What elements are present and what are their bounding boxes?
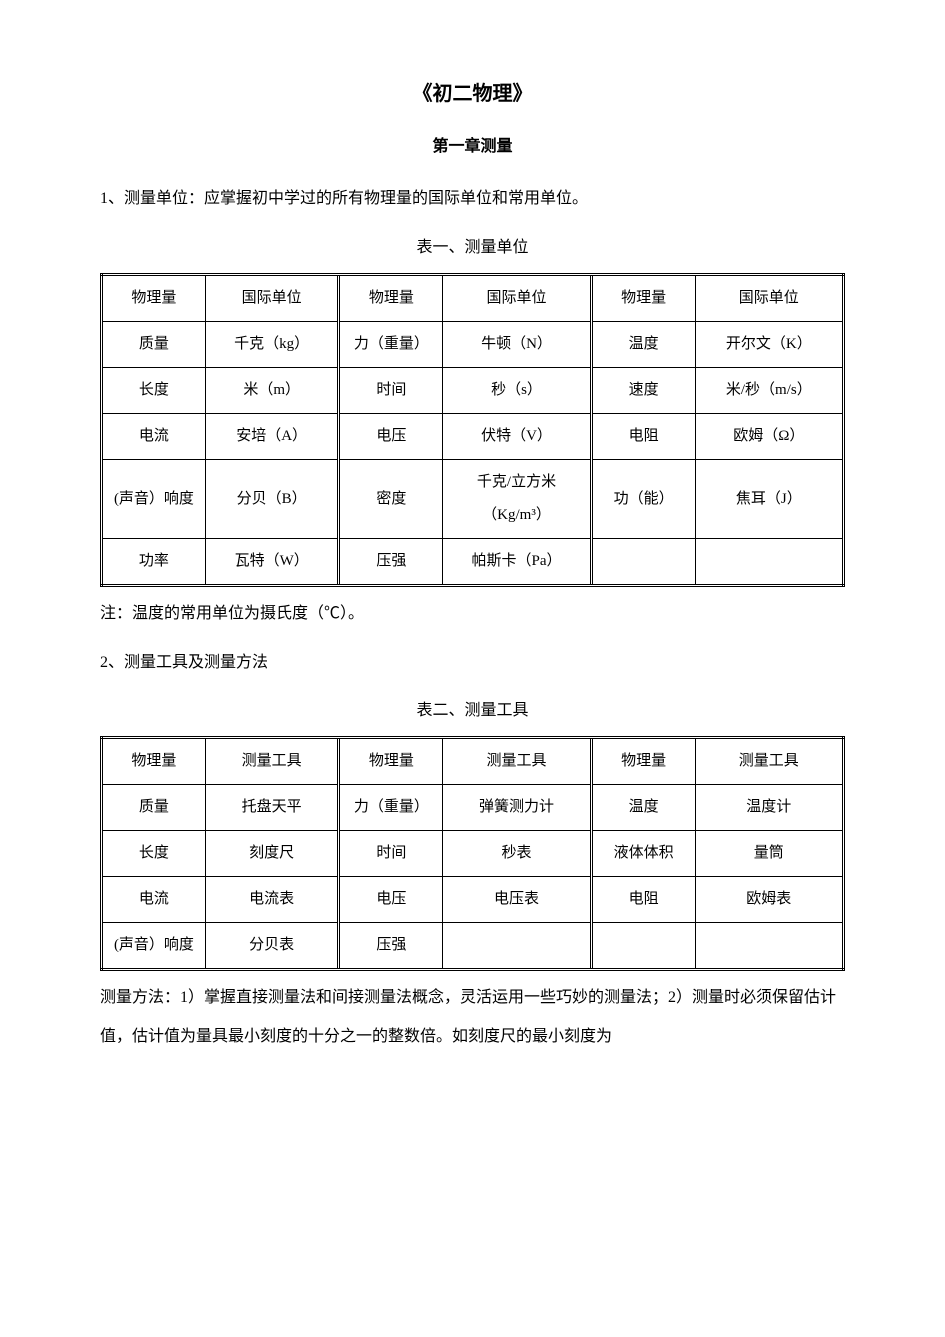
table1-caption: 表一、测量单位 [100, 229, 845, 267]
cell: 千克（kg） [205, 322, 339, 368]
cell: 伏特（V） [443, 414, 591, 460]
cell: 质量 [102, 785, 206, 831]
cell: 开尔文（K） [695, 322, 843, 368]
cell: 托盘天平 [205, 785, 339, 831]
th: 国际单位 [205, 275, 339, 322]
table-row: 长度 刻度尺 时间 秒表 液体体积 量筒 [102, 831, 844, 877]
th: 物理量 [102, 738, 206, 785]
note-temp-unit: 注：温度的常用单位为摄氏度（℃）。 [100, 595, 845, 633]
cell: 弹簧测力计 [443, 785, 591, 831]
cell: 密度 [339, 460, 443, 539]
cell: 刻度尺 [205, 831, 339, 877]
cell: 电流 [102, 877, 206, 923]
cell [695, 539, 843, 586]
cell: (声音）响度 [102, 923, 206, 970]
cell: 力（重量） [339, 322, 443, 368]
cell: 温度 [591, 322, 695, 368]
cell: 速度 [591, 368, 695, 414]
cell: 电压 [339, 877, 443, 923]
table-row: 长度 米（m） 时间 秒（s） 速度 米/秒（m/s） [102, 368, 844, 414]
section1-intro: 1、测量单位：应掌握初中学过的所有物理量的国际单位和常用单位。 [100, 180, 845, 218]
cell: 牛顿（N） [443, 322, 591, 368]
cell: 质量 [102, 322, 206, 368]
table-row: 质量 托盘天平 力（重量） 弹簧测力计 温度 温度计 [102, 785, 844, 831]
cell: 电压 [339, 414, 443, 460]
th: 国际单位 [443, 275, 591, 322]
doc-title: 《初二物理》 [100, 70, 845, 118]
cell [591, 539, 695, 586]
table-tools: 物理量 测量工具 物理量 测量工具 物理量 测量工具 质量 托盘天平 力（重量）… [100, 736, 845, 971]
page: 《初二物理》 第一章测量 1、测量单位：应掌握初中学过的所有物理量的国际单位和常… [0, 0, 945, 1337]
cell: 电阻 [591, 414, 695, 460]
th: 测量工具 [443, 738, 591, 785]
table-row: (声音）响度 分贝（B） 密度 千克/立方米（Kg/m³） 功（能） 焦耳（J） [102, 460, 844, 539]
th: 国际单位 [695, 275, 843, 322]
cell: 安培（A） [205, 414, 339, 460]
cell: 长度 [102, 368, 206, 414]
th: 物理量 [339, 738, 443, 785]
th: 物理量 [591, 275, 695, 322]
cell: (声音）响度 [102, 460, 206, 539]
th: 物理量 [339, 275, 443, 322]
cell: 力（重量） [339, 785, 443, 831]
table-row: 质量 千克（kg） 力（重量） 牛顿（N） 温度 开尔文（K） [102, 322, 844, 368]
cell: 分贝（B） [205, 460, 339, 539]
method-paragraph: 测量方法：1）掌握直接测量法和间接测量法概念，灵活运用一些巧妙的测量法；2）测量… [100, 979, 845, 1056]
cell: 米/秒（m/s） [695, 368, 843, 414]
cell: 帕斯卡（Pa） [443, 539, 591, 586]
cell: 长度 [102, 831, 206, 877]
cell: 功（能） [591, 460, 695, 539]
cell: 欧姆表 [695, 877, 843, 923]
table-row: 物理量 测量工具 物理量 测量工具 物理量 测量工具 [102, 738, 844, 785]
cell: 时间 [339, 368, 443, 414]
cell: 时间 [339, 831, 443, 877]
table-row: 电流 电流表 电压 电压表 电阻 欧姆表 [102, 877, 844, 923]
cell: 电阻 [591, 877, 695, 923]
cell [591, 923, 695, 970]
cell: 温度 [591, 785, 695, 831]
cell: 电流表 [205, 877, 339, 923]
cell: 电流 [102, 414, 206, 460]
table-row: (声音）响度 分贝表 压强 [102, 923, 844, 970]
cell: 量筒 [695, 831, 843, 877]
table-row: 功率 瓦特（W） 压强 帕斯卡（Pa） [102, 539, 844, 586]
cell: 瓦特（W） [205, 539, 339, 586]
table-row: 电流 安培（A） 电压 伏特（V） 电阻 欧姆（Ω） [102, 414, 844, 460]
table-units: 物理量 国际单位 物理量 国际单位 物理量 国际单位 质量 千克（kg） 力（重… [100, 273, 845, 587]
th: 物理量 [591, 738, 695, 785]
cell: 秒（s） [443, 368, 591, 414]
th: 测量工具 [205, 738, 339, 785]
chapter-title: 第一章测量 [100, 128, 845, 166]
cell: 米（m） [205, 368, 339, 414]
table-row: 物理量 国际单位 物理量 国际单位 物理量 国际单位 [102, 275, 844, 322]
cell: 电压表 [443, 877, 591, 923]
cell: 欧姆（Ω） [695, 414, 843, 460]
cell: 压强 [339, 539, 443, 586]
cell: 分贝表 [205, 923, 339, 970]
cell: 千克/立方米（Kg/m³） [443, 460, 591, 539]
section2-intro: 2、测量工具及测量方法 [100, 644, 845, 682]
cell: 秒表 [443, 831, 591, 877]
cell: 压强 [339, 923, 443, 970]
cell: 功率 [102, 539, 206, 586]
cell [443, 923, 591, 970]
th: 物理量 [102, 275, 206, 322]
cell: 温度计 [695, 785, 843, 831]
table2-caption: 表二、测量工具 [100, 692, 845, 730]
th: 测量工具 [695, 738, 843, 785]
cell: 液体体积 [591, 831, 695, 877]
cell: 焦耳（J） [695, 460, 843, 539]
cell [695, 923, 843, 970]
